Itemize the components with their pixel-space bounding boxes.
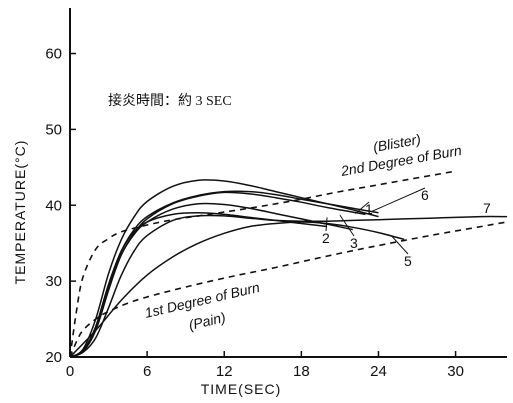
series-layer: 1 2 3 5 6 7	[69, 170, 508, 358]
curve-1-leader-line	[355, 201, 370, 214]
x-tick-label: 6	[143, 363, 151, 380]
series-1st-degree-of-burn-pain-line	[69, 221, 508, 358]
series-5-line	[69, 221, 405, 358]
y-tick-label: 50	[45, 121, 62, 138]
contact-time-annotation: 接炎時間：約 3 SEC	[108, 92, 232, 109]
series-7-line	[69, 214, 508, 358]
x-axis-label: TIME(SEC)	[201, 381, 282, 397]
first-degree-sub-label: (Pain)	[187, 309, 227, 333]
curve-3-label: 3	[350, 235, 358, 251]
x-tick-label: 0	[66, 363, 74, 380]
curve-2-label: 2	[322, 230, 330, 246]
curve-5-leader-line	[390, 235, 409, 255]
y-tick-label: 30	[45, 273, 62, 290]
curve-6-label: 6	[421, 187, 429, 203]
series-3-line	[69, 202, 353, 358]
y-tick-label: 60	[45, 46, 62, 63]
x-tick-label: 12	[216, 363, 233, 380]
y-axis-label: TEMPERATURE(°C)	[12, 140, 28, 285]
series-2nd-degree-of-burn-blister-line	[69, 170, 456, 358]
series-6-line	[69, 190, 379, 358]
x-tick-label: 18	[293, 363, 310, 380]
curve-6-leader-line	[371, 187, 426, 212]
curve-2-leader-line	[325, 217, 328, 232]
curve-7-label: 7	[483, 200, 491, 216]
curve-3-leader-line	[339, 214, 355, 237]
curve-1-label: 1	[365, 201, 373, 217]
y-tick-label: 40	[45, 197, 62, 214]
curve-5-label: 5	[404, 253, 412, 269]
x-tick-label: 24	[370, 363, 387, 380]
x-tick-label: 30	[447, 363, 464, 380]
y-tick-label: 20	[45, 349, 62, 366]
